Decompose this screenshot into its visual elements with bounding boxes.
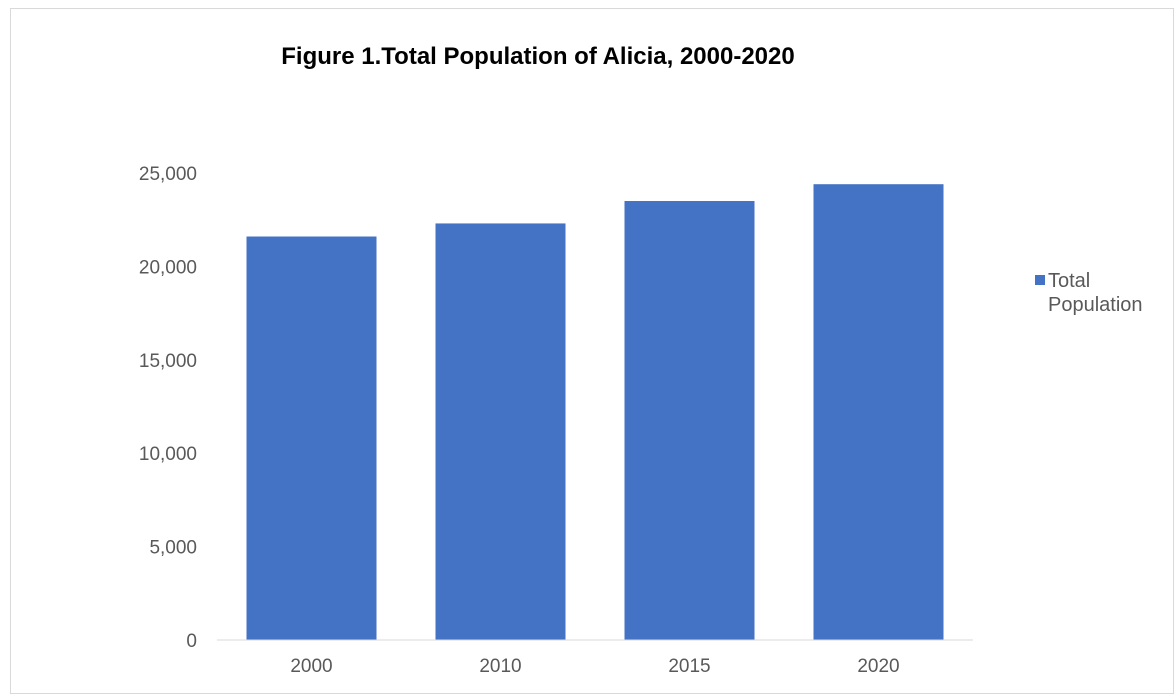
x-tick-label: 2020 xyxy=(857,656,899,677)
bar-2000 xyxy=(246,236,377,640)
bar-2010 xyxy=(435,223,566,640)
chart-title: Figure 1.Total Population of Alicia, 200… xyxy=(281,43,795,70)
legend: Total Population xyxy=(1035,269,1176,317)
x-tick-label: 2010 xyxy=(479,656,521,677)
bars xyxy=(246,184,944,640)
y-tick-label: 0 xyxy=(186,631,197,652)
x-axis-ticks: 2000 2010 2015 2020 xyxy=(290,656,899,677)
bar-2020 xyxy=(813,184,944,640)
y-tick-label: 25,000 xyxy=(139,164,197,185)
y-tick-label: 15,000 xyxy=(139,351,197,372)
legend-swatch xyxy=(1035,275,1045,285)
bar-2015 xyxy=(624,201,755,640)
x-tick-label: 2015 xyxy=(668,656,710,677)
x-tick-label: 2000 xyxy=(290,656,332,677)
y-tick-label: 20,000 xyxy=(139,257,197,278)
chart-frame: Figure 1.Total Population of Alicia, 200… xyxy=(10,8,1174,694)
y-axis-ticks: 0 5,000 10,000 15,000 20,000 25,000 xyxy=(139,164,197,652)
y-tick-label: 5,000 xyxy=(149,538,197,559)
legend-label-total-population: Total Population xyxy=(1048,270,1143,316)
y-tick-label: 10,000 xyxy=(139,444,197,465)
